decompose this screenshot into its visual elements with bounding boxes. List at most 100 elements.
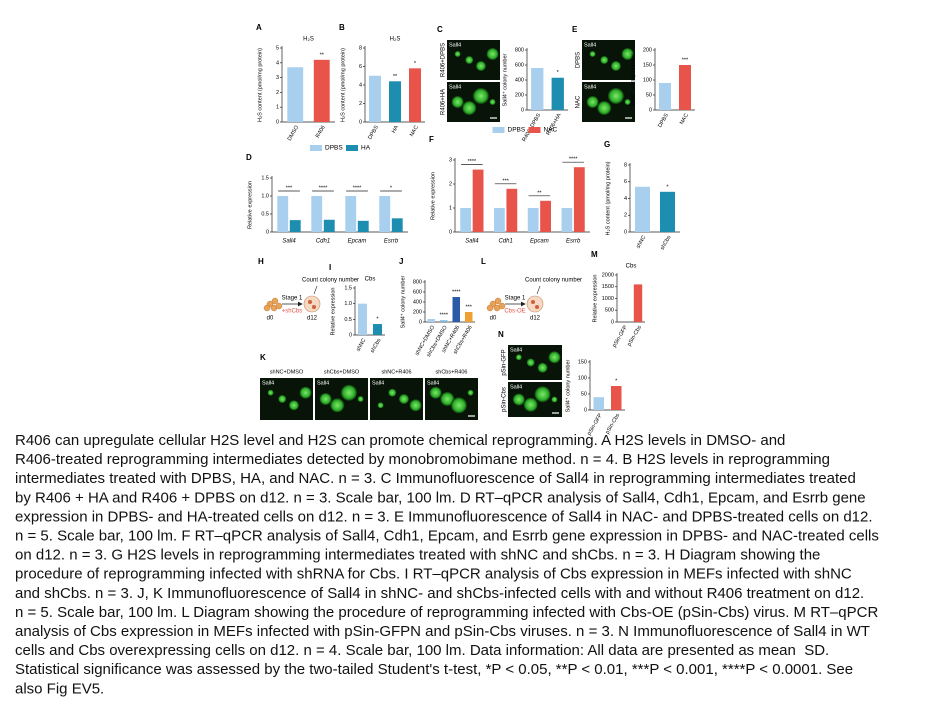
colony — [388, 388, 397, 397]
colony-dot — [535, 305, 539, 309]
sig-label: **** — [319, 185, 328, 191]
count-label: Count colony number — [525, 278, 582, 284]
colony — [451, 96, 464, 108]
y-axis-label: H₂S content (pmol/mg protein) — [257, 48, 263, 122]
colony — [489, 99, 496, 105]
x-tick-label: DMSO — [287, 124, 301, 142]
y-tick-label: 8 — [624, 162, 627, 168]
start-label: d0 — [267, 316, 274, 322]
colony — [357, 396, 364, 402]
bar — [494, 208, 505, 232]
y-tick-label: 600 — [413, 289, 422, 295]
bar — [679, 65, 691, 110]
y-tick-label: 0 — [611, 319, 614, 325]
x-tick-label: DPBS — [657, 112, 670, 128]
caption-line: procedure of reprogramming infected with… — [15, 566, 852, 583]
bar — [527, 208, 539, 232]
cell — [271, 297, 279, 305]
image-label: shNC+DMSO — [270, 369, 304, 375]
bar — [660, 191, 675, 232]
colony — [440, 392, 455, 406]
panel-letter: J — [399, 257, 403, 266]
panel-letter: D — [246, 153, 252, 162]
colony — [330, 398, 345, 413]
legend-label: HA — [361, 145, 371, 152]
image-tag: Sall4 — [510, 384, 522, 390]
caption-line: and shCbs. n = 3. J, K Immunofluorescenc… — [15, 585, 864, 602]
caption-line: cells and Cbs overexpressing cells on d1… — [15, 642, 829, 659]
sig-label: ** — [393, 74, 398, 80]
end-label: d12 — [530, 316, 541, 322]
bar — [389, 81, 401, 122]
colony — [398, 394, 409, 404]
sig-label: **** — [353, 185, 362, 191]
y-tick-label: 4 — [624, 196, 627, 202]
y-tick-label: 2 — [449, 181, 452, 187]
y-tick-label: 0.5 — [344, 317, 352, 323]
dish — [526, 295, 544, 313]
colony-dot — [312, 305, 316, 309]
y-axis-label: Relative expression — [592, 275, 598, 323]
caption-line: on d12. n = 3. G H2S levels in reprogram… — [15, 547, 820, 564]
panel-title: H₂S — [390, 37, 401, 43]
y-tick-label: 1.0 — [261, 193, 269, 199]
micrograph — [260, 378, 313, 420]
bar — [452, 297, 460, 322]
bar — [531, 68, 544, 110]
legend-swatch — [310, 145, 322, 151]
panel-letter: M — [591, 250, 598, 259]
y-axis-label: Relative expression — [430, 172, 436, 220]
x-tick-label: R406 — [315, 125, 327, 139]
x-tick-label: Epcam — [348, 239, 367, 245]
x-tick-label: pSin-Cbs — [626, 325, 643, 348]
x-tick-label: shNC — [355, 338, 367, 353]
y-tick-label: 1500 — [602, 284, 614, 290]
image-label: R406+DPBS — [441, 43, 447, 77]
y-axis-label: Relative expression — [247, 181, 253, 229]
panel-letter: A — [256, 23, 262, 32]
colony — [548, 351, 561, 364]
y-axis-label: Sall4⁺ colony number — [501, 53, 508, 106]
y-tick-label: 100 — [643, 77, 652, 83]
y-tick-label: 200 — [515, 92, 524, 98]
y-tick-label: 0.5 — [261, 211, 269, 217]
y-tick-label: 1000 — [602, 296, 614, 302]
treatment-label: Cbs-OE — [504, 309, 525, 315]
panel-title: H₂S — [303, 37, 314, 43]
x-tick-label: Sall4 — [465, 239, 479, 245]
image-tag: Sall4 — [584, 42, 596, 48]
image-label: NAC — [576, 95, 582, 108]
sig-label: * — [615, 378, 618, 384]
y-tick-label: 400 — [515, 77, 524, 83]
count-arrow — [313, 285, 318, 295]
panel-letter: C — [437, 25, 443, 34]
bar — [465, 312, 473, 322]
x-tick-label: shNC — [635, 235, 647, 250]
y-axis-label: H₂S content (pmol/mg protein) — [340, 48, 346, 122]
treatment-label: +shCbs — [282, 309, 303, 315]
colony-dot — [531, 300, 535, 304]
x-tick-label: Sall4 — [282, 239, 296, 245]
y-tick-label: 100 — [578, 375, 587, 381]
legend-label: DPBS — [508, 127, 526, 134]
caption-line: analysis of Cbs expression in MEFs infec… — [15, 623, 870, 640]
colony — [340, 384, 357, 401]
colony — [278, 395, 287, 403]
bar — [506, 188, 518, 232]
colony — [299, 386, 312, 399]
y-tick-label: 2000 — [602, 272, 614, 278]
bar — [593, 397, 604, 410]
y-tick-label: 50 — [646, 92, 652, 98]
y-tick-label: 1.5 — [261, 175, 269, 181]
x-tick-label: shCbs — [659, 235, 672, 252]
image-tag: Sall4 — [449, 42, 461, 48]
x-tick-label: NAC — [679, 113, 690, 126]
cell — [498, 302, 506, 310]
sig-label: ** — [320, 52, 325, 58]
stage-label: Stage 1 — [505, 296, 526, 302]
image-label: shCbs+R406 — [436, 369, 468, 375]
bar — [409, 68, 421, 122]
image-tag: Sall4 — [262, 380, 274, 386]
sig-label: *** — [502, 178, 509, 184]
